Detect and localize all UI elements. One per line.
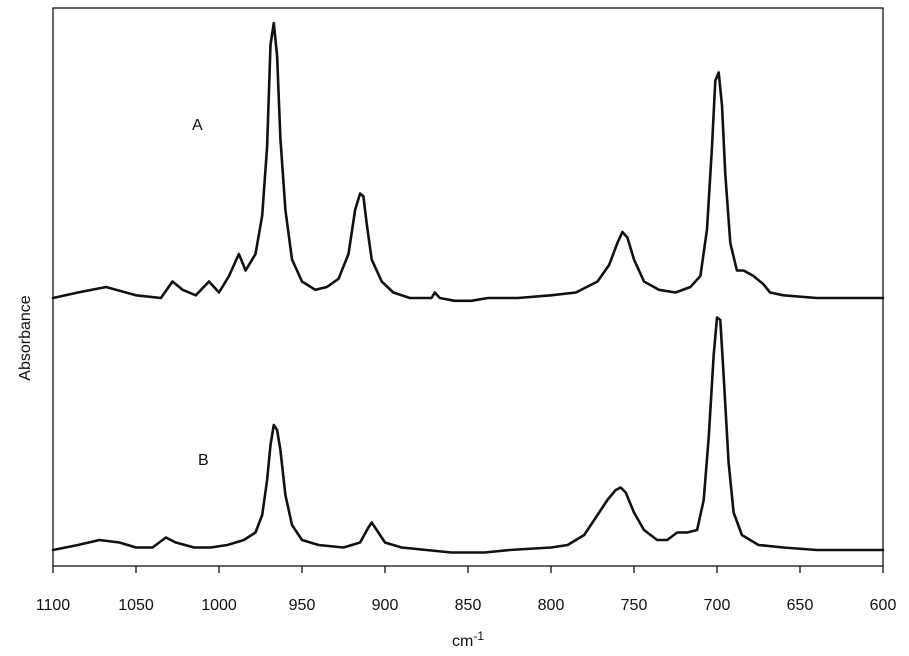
x-tick-label: 750 bbox=[621, 597, 648, 614]
x-tick-label: 1050 bbox=[118, 597, 154, 614]
x-tick-label: 950 bbox=[289, 597, 316, 614]
x-tick-label: 700 bbox=[704, 597, 731, 614]
x-tick-label: 650 bbox=[787, 597, 814, 614]
x-axis-label-exponent: -1 bbox=[473, 629, 484, 643]
x-tick-label: 1000 bbox=[201, 597, 237, 614]
x-tick-labels: 1100 1050 1000 950 900 850 800 750 700 650 600 bbox=[36, 597, 897, 614]
curve-label-a: A bbox=[192, 117, 203, 134]
curve-labels: AB bbox=[192, 117, 209, 469]
spectrum-line-a bbox=[51, 21, 885, 303]
x-tick-label: 850 bbox=[455, 597, 482, 614]
x-tick-label: 900 bbox=[372, 597, 399, 614]
x-tick-label: 600 bbox=[870, 597, 897, 614]
x-tick-label: 800 bbox=[538, 597, 565, 614]
spectrum-line-b bbox=[51, 316, 885, 554]
x-tick-label: 1100 bbox=[36, 597, 71, 614]
curves bbox=[51, 21, 885, 554]
curve-label-b: B bbox=[198, 452, 209, 469]
y-axis-label: Absorbance bbox=[17, 295, 34, 380]
x-axis-label: cm-1 bbox=[452, 629, 484, 650]
x-axis-label-unit: cm bbox=[452, 633, 473, 650]
x-ticks bbox=[52, 566, 884, 573]
